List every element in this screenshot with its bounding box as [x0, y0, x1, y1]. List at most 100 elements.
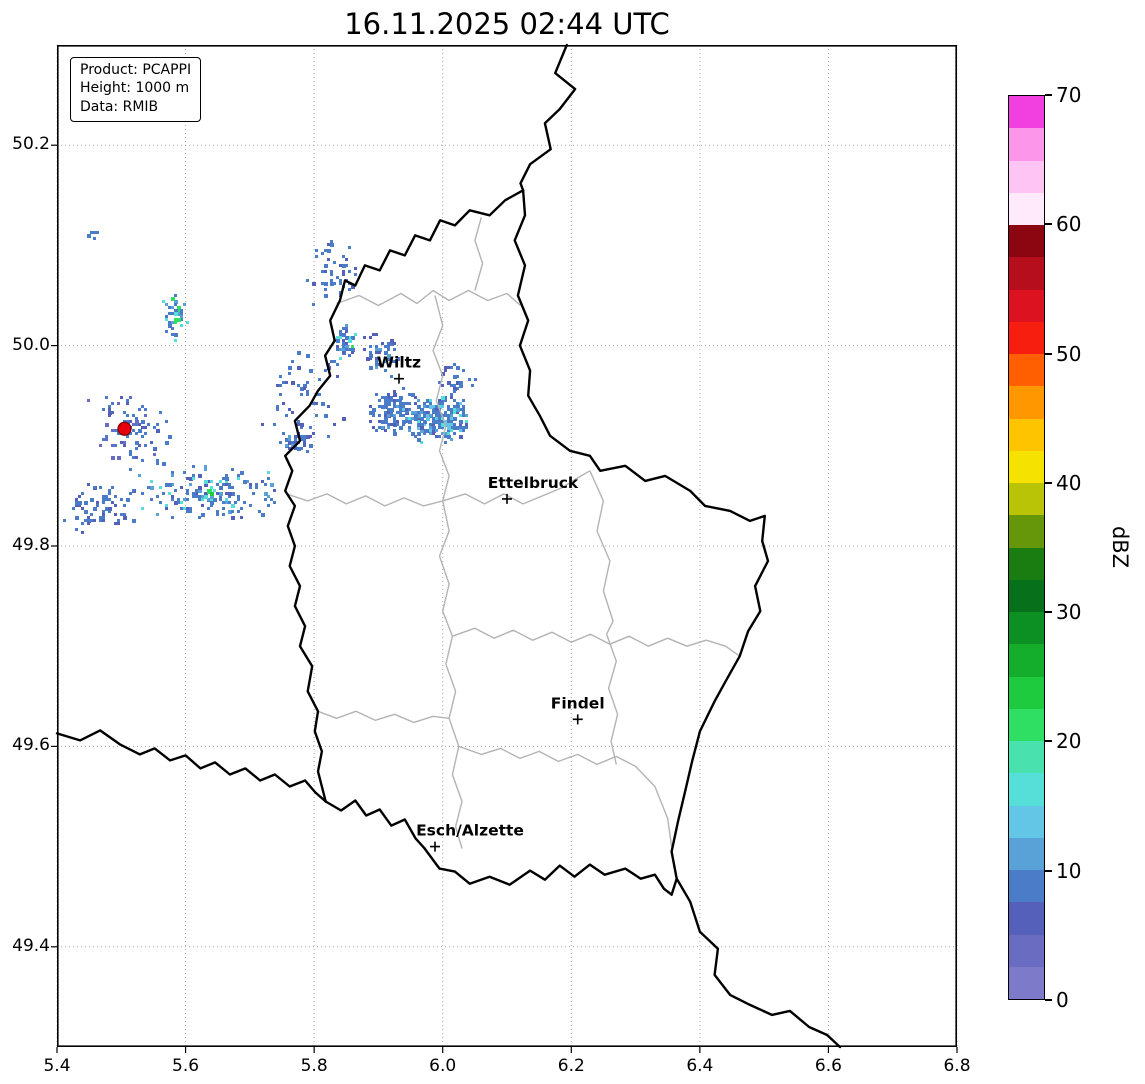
radar-echo-cell	[342, 339, 345, 342]
radar-echo-cell	[423, 423, 426, 426]
radar-echo-cell	[243, 480, 247, 484]
colorbar-tick-mark	[1045, 999, 1052, 1001]
radar-echo-layer	[63, 231, 477, 534]
radar-echo-cell	[87, 483, 90, 486]
radar-echo-cell	[375, 345, 378, 348]
radar-echo-cell	[78, 495, 81, 498]
radar-echo-cell	[141, 435, 144, 438]
radar-echo-cell	[417, 411, 420, 414]
colorbar-segment	[1009, 257, 1044, 290]
x-tick-label: 5.4	[43, 1056, 71, 1076]
colorbar-segment	[1009, 966, 1044, 999]
radar-echo-cell	[186, 477, 189, 480]
radar-echo-cell	[228, 510, 232, 514]
colorbar-segment	[1009, 676, 1044, 709]
radar-echo-cell	[342, 264, 346, 268]
radar-echo-cell	[345, 342, 348, 345]
product-line: Product: PCAPPI	[80, 62, 192, 78]
radar-echo-cell	[177, 306, 181, 310]
radar-echo-cell	[396, 399, 399, 402]
radar-echo-cell	[81, 507, 84, 510]
radar-echo-cell	[123, 441, 126, 444]
radar-echo-cell	[351, 348, 355, 352]
radar-echo-cell	[414, 396, 417, 399]
radar-echo-cell	[375, 357, 378, 360]
radar-echo-cell	[345, 345, 349, 349]
radar-echo-cell	[162, 492, 165, 495]
radar-echo-cell	[420, 417, 423, 420]
radar-echo-cell	[138, 474, 141, 477]
radar-echo-cell	[444, 420, 447, 423]
radar-echo-cell	[348, 246, 351, 249]
radar-echo-cell	[177, 318, 181, 322]
radar-site-layer	[117, 421, 132, 436]
radar-echo-cell	[423, 414, 427, 418]
radar-echo-cell	[333, 360, 336, 363]
radar-echo-cell	[219, 498, 222, 501]
radar-echo-cell	[420, 429, 424, 433]
radar-echo-cell	[219, 486, 223, 490]
radar-echo-cell	[438, 411, 441, 414]
national-border	[675, 877, 842, 1049]
radar-echo-cell	[333, 423, 336, 426]
radar-echo-cell	[165, 303, 168, 306]
radar-echo-cell	[408, 420, 412, 424]
radar-echo-cell	[222, 501, 225, 504]
radar-echo-cell	[123, 411, 126, 414]
radar-echo-cell	[312, 402, 315, 405]
radar-echo-cell	[390, 342, 394, 346]
radar-echo-cell	[90, 513, 93, 516]
radar-echo-cell	[354, 267, 357, 270]
radar-echo-cell	[174, 501, 178, 505]
radar-echo-cell	[105, 438, 108, 441]
radar-echo-cell	[441, 384, 444, 387]
axes-layer	[51, 45, 958, 1053]
radar-echo-cell	[159, 501, 162, 504]
radar-echo-cell	[99, 519, 102, 522]
radar-echo-cell	[378, 414, 381, 417]
radar-echo-cell	[330, 360, 333, 363]
radar-echo-cell	[264, 498, 267, 501]
radar-echo-cell	[228, 492, 232, 496]
radar-echo-cell	[108, 414, 111, 417]
radar-echo-cell	[204, 495, 208, 499]
radar-echo-cell	[120, 513, 123, 516]
radar-echo-cell	[297, 384, 300, 387]
radar-echo-cell	[165, 315, 168, 318]
radar-echo-cell	[402, 420, 406, 424]
radar-echo-cell	[204, 468, 207, 471]
radar-echo-cell	[102, 498, 105, 501]
radar-echo-cell	[84, 501, 88, 505]
radar-echo-cell	[141, 507, 144, 510]
radar-echo-cell	[108, 492, 111, 495]
radar-echo-cell	[102, 408, 105, 411]
radar-echo-cell	[336, 345, 339, 348]
radar-echo-cell	[459, 402, 462, 405]
radar-echo-cell	[111, 456, 115, 460]
colorbar-tick-mark	[1045, 869, 1052, 872]
radar-echo-cell	[405, 408, 408, 411]
city-label: Wiltz	[377, 354, 421, 372]
radar-echo-cell	[324, 264, 328, 268]
radar-echo-cell	[399, 402, 403, 406]
radar-echo-cell	[225, 498, 228, 501]
colorbar-tick-mark	[1045, 611, 1052, 614]
radar-echo-cell	[165, 441, 169, 445]
radar-echo-cell	[393, 429, 396, 432]
radar-echo-cell	[144, 432, 147, 435]
radar-echo-cell	[180, 309, 183, 312]
radar-echo-cell	[420, 426, 424, 430]
radar-echo-cell	[378, 420, 381, 423]
radar-echo-cell	[348, 336, 352, 340]
radar-echo-cell	[171, 483, 174, 486]
radar-echo-cell	[75, 501, 79, 505]
radar-echo-cell	[324, 294, 328, 298]
radar-echo-cell	[186, 507, 189, 510]
radar-echo-cell	[144, 408, 147, 411]
radar-echo-cell	[303, 387, 306, 390]
radar-echo-cell	[225, 492, 228, 495]
radar-echo-cell	[294, 441, 297, 444]
radar-echo-cell	[384, 369, 387, 372]
radar-echo-cell	[81, 522, 84, 525]
